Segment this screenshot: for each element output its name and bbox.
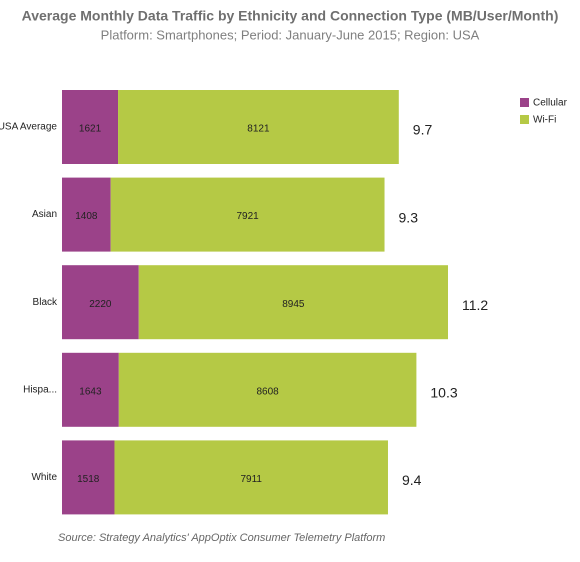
value-label: 8945 [282, 299, 305, 310]
chart-subtitle: Platform: Smartphones; Period: January-J… [101, 27, 480, 42]
value-label: 7911 [240, 474, 262, 485]
bar-segment [62, 90, 119, 164]
bar-segment [62, 265, 139, 340]
total-label: 9.4 [402, 472, 422, 488]
value-label: 7921 [236, 211, 259, 222]
total-label: 10.3 [430, 385, 457, 401]
chart-title: Average Monthly Data Traffic by Ethnicit… [22, 8, 559, 24]
value-label: 1643 [79, 386, 102, 397]
value-label: 1621 [79, 124, 102, 135]
bar-segment [118, 90, 399, 164]
legend-swatch [520, 115, 529, 124]
bar-segment [138, 265, 449, 340]
value-label: 8121 [247, 124, 270, 135]
legend-swatch [520, 98, 529, 107]
y-tick-label: White [31, 472, 57, 483]
total-label: 11.2 [462, 297, 488, 313]
bar-segment [110, 177, 385, 252]
value-label: 1408 [75, 211, 98, 222]
y-tick-label: USA Average [0, 122, 57, 133]
bar-segment [118, 352, 417, 427]
legend-label: Wi-Fi [533, 115, 556, 126]
bar-segment [62, 177, 111, 252]
legend-label: Cellular [533, 98, 568, 109]
total-label: 9.3 [399, 209, 419, 225]
bar-segment [62, 352, 119, 427]
bar-segment [114, 440, 388, 515]
y-tick-label: Hispa... [23, 384, 57, 395]
value-label: 1518 [77, 474, 100, 485]
value-label: 8608 [256, 386, 279, 397]
total-label: 9.7 [413, 122, 433, 138]
bar-segment [62, 440, 115, 515]
y-tick-label: Black [33, 297, 58, 308]
value-label: 2220 [89, 299, 112, 310]
source-note: Source: Strategy Analytics' AppOptix Con… [58, 532, 385, 544]
y-tick-label: Asian [32, 209, 57, 220]
